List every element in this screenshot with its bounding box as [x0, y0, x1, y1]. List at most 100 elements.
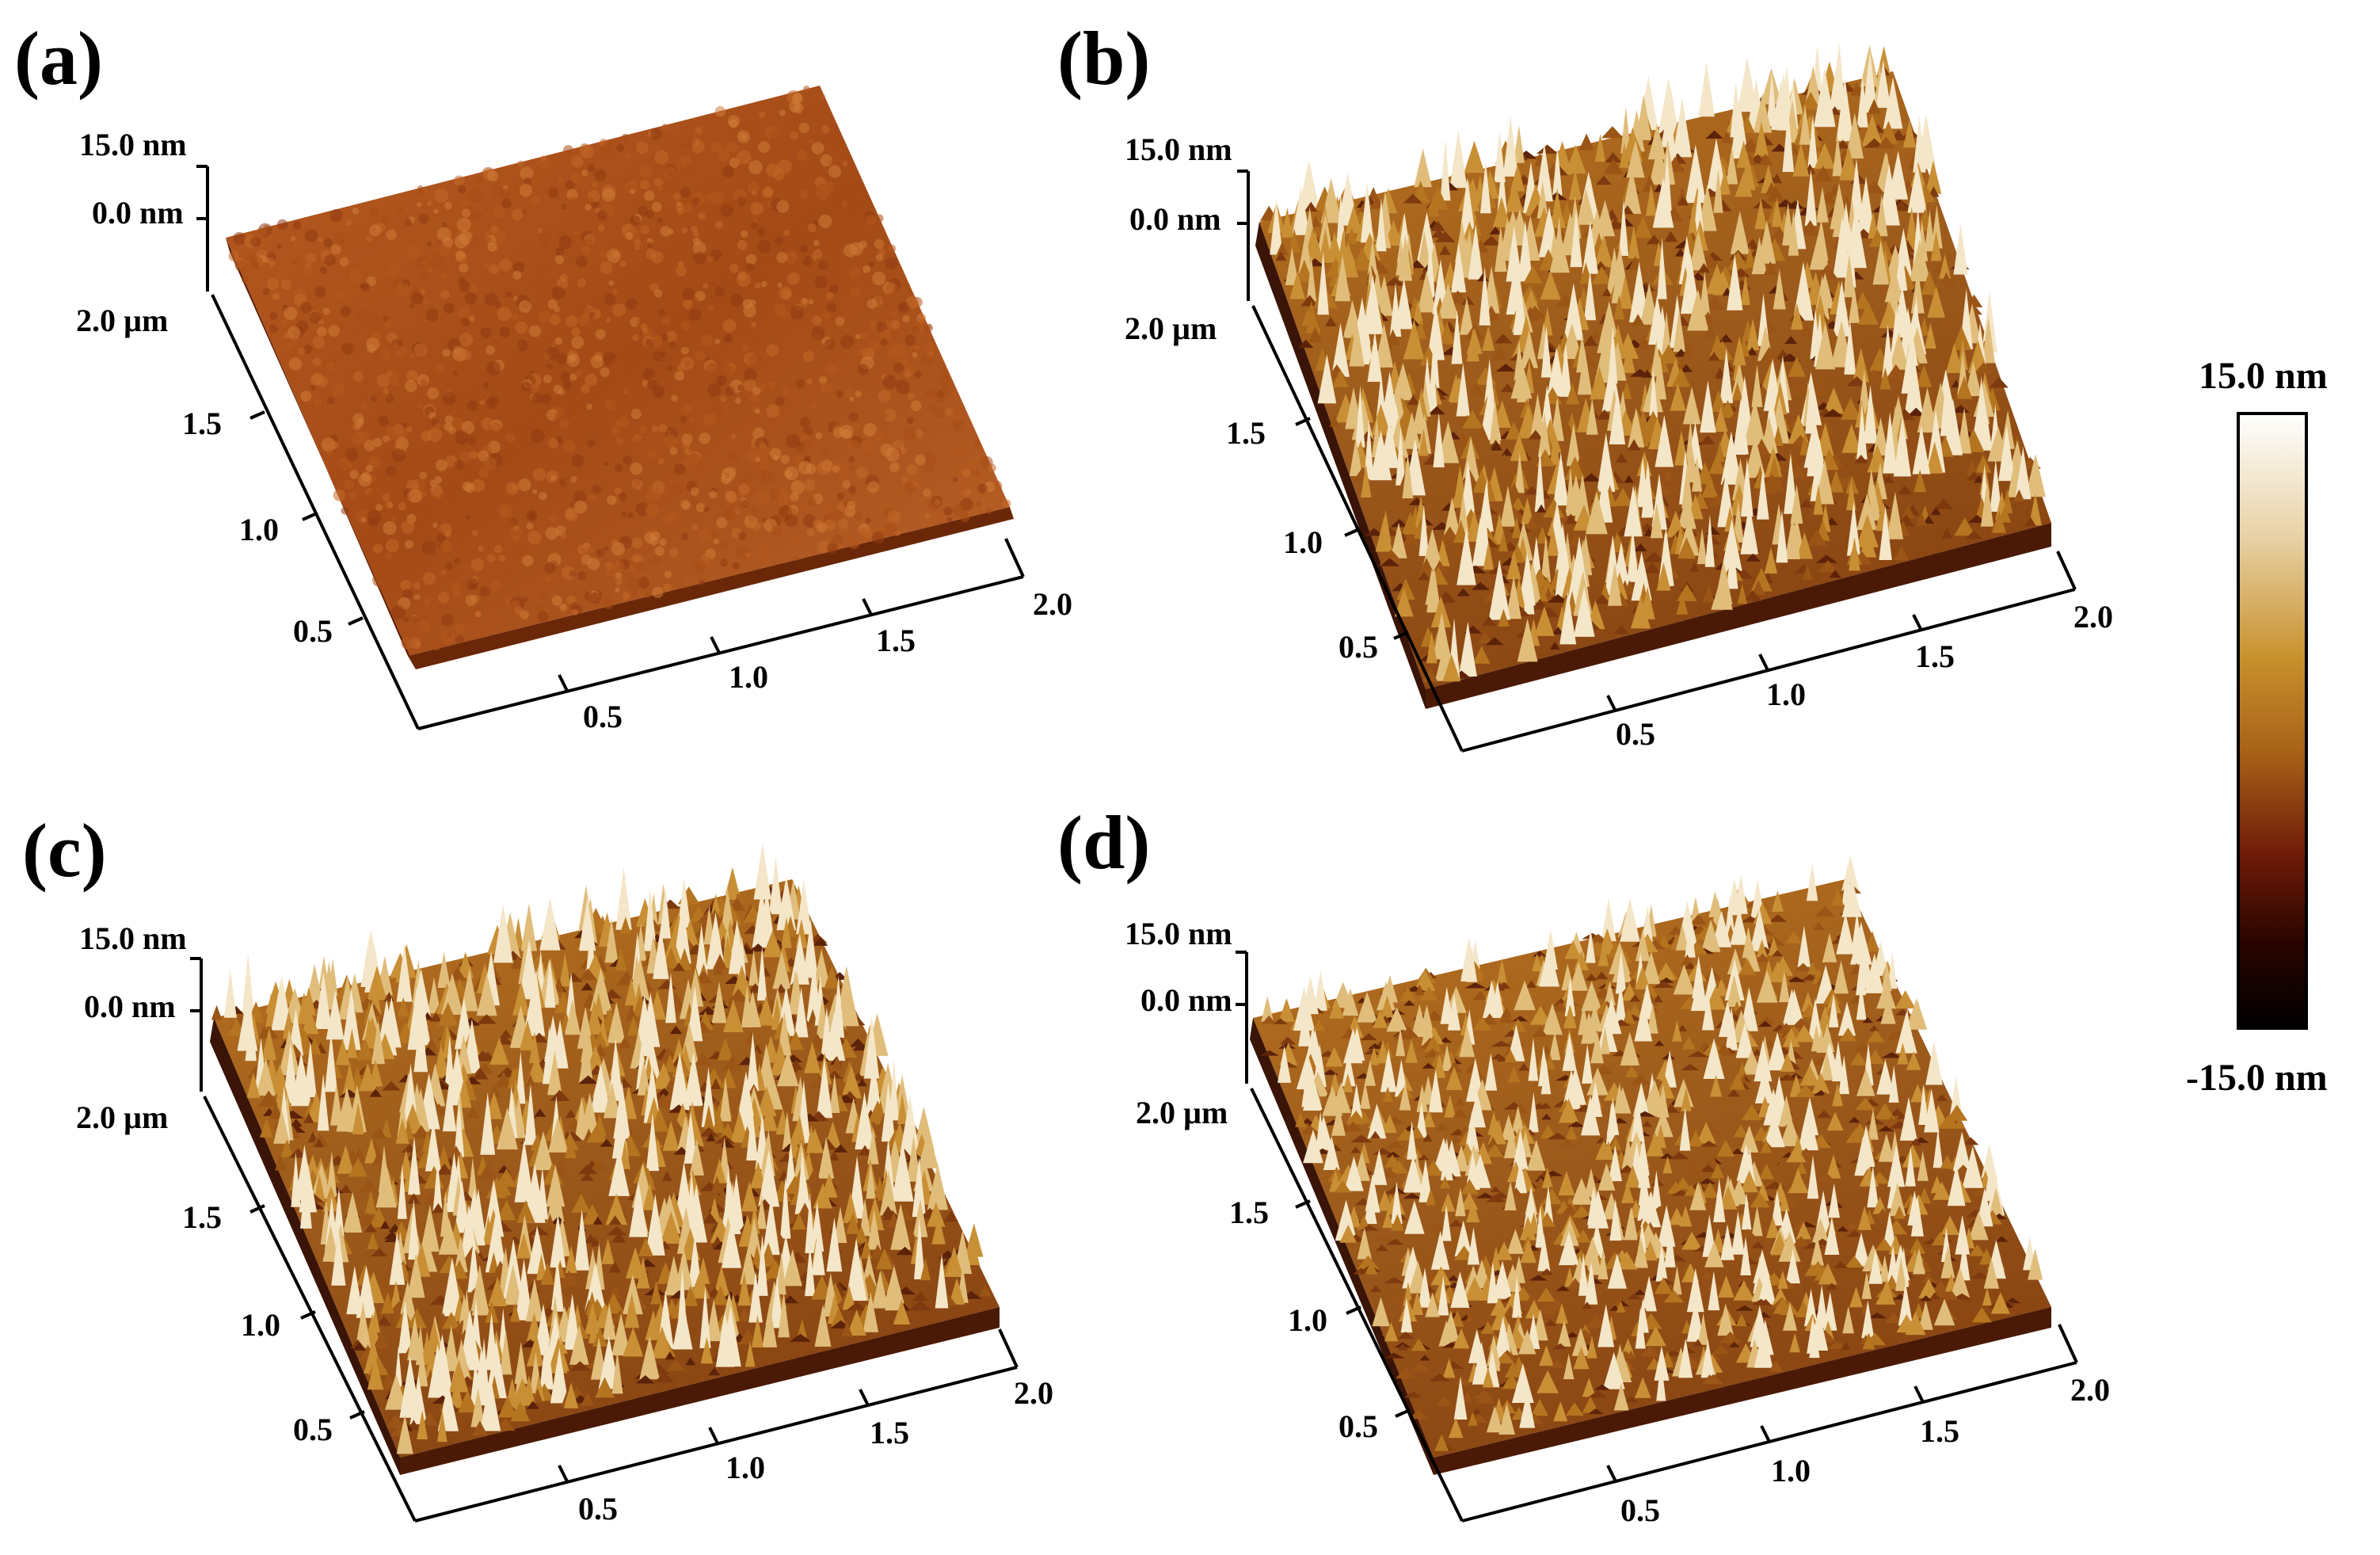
surface-grain: [638, 577, 650, 589]
surface-peak: [1887, 491, 1904, 539]
surface-peak: [1418, 428, 1429, 456]
surface-peak: [1476, 425, 1490, 441]
surface-grain: [691, 497, 699, 505]
surface-peak: [1702, 585, 1716, 603]
x-tick-label: 1.0: [1766, 677, 1806, 712]
surface-peak: [1570, 209, 1582, 268]
surface-grain: [262, 288, 270, 295]
surface-grain: [527, 512, 536, 520]
surface-grain: [699, 432, 710, 444]
surface-texture: [228, 86, 1011, 651]
surface-grain: [790, 131, 798, 140]
surface-peak: [1773, 476, 1784, 492]
surface-peak: [1771, 173, 1783, 184]
surface-peak: [1719, 349, 1734, 403]
surface-grain: [332, 383, 345, 397]
surface-peak: [1491, 442, 1502, 451]
surface-peak: [1523, 265, 1543, 284]
surface-grain: [707, 383, 722, 398]
surface-grain: [440, 630, 455, 644]
surface-grain: [406, 489, 421, 503]
surface-grain: [467, 400, 478, 412]
surface-grain: [570, 476, 577, 483]
surface-grain: [401, 520, 415, 534]
surface-grain: [762, 188, 773, 199]
surface-peak: [1966, 459, 1979, 476]
surface-peak: [1349, 436, 1363, 476]
surface-grain: [426, 200, 432, 207]
surface-grain: [885, 448, 900, 462]
surface-peak: [1542, 307, 1553, 336]
surface-grain: [329, 440, 338, 450]
surface-grain: [421, 540, 436, 555]
surface-grain: [668, 228, 674, 234]
surface-grain: [771, 525, 783, 536]
surface-peak: [1815, 459, 1834, 505]
surface-grain: [573, 500, 588, 514]
surface-peak: [1833, 280, 1851, 337]
surface-grain: [807, 223, 817, 233]
surface-grain: [606, 318, 611, 323]
surface-peak: [1697, 528, 1708, 565]
surface-peak: [1481, 616, 1497, 627]
surface-grain: [586, 403, 593, 410]
x-tick-label: 0.5: [578, 1491, 618, 1526]
surface-peak: [1398, 234, 1413, 281]
surface-peak: [1673, 309, 1685, 353]
surface-grain: [560, 372, 571, 382]
surface-peak: [1764, 547, 1778, 574]
surface-peak: [1270, 200, 1283, 255]
surface-grain: [685, 162, 693, 170]
surface-grain: [809, 261, 818, 271]
surface-peak: [1737, 57, 1757, 112]
surface-grain: [572, 608, 579, 616]
surface-peak: [1506, 576, 1521, 619]
surface-grain: [914, 371, 922, 379]
panel-b: (b) 15.0 nm 0.0 nm 2.0 µm 1.5 1.0 0.5 0.…: [1057, 16, 2113, 753]
surface-grain: [418, 620, 430, 632]
surface-grain: [571, 454, 585, 467]
surface-grain: [645, 505, 658, 517]
surface-peak: [1502, 116, 1518, 177]
surface-grain: [768, 417, 776, 425]
surface-peak: [1964, 530, 1984, 539]
y-tick-label: 0.5: [293, 1412, 333, 1447]
surface-grain: [832, 465, 840, 473]
surface-grain: [581, 245, 592, 256]
surface-peak: [768, 856, 783, 915]
surface-grain: [726, 275, 733, 283]
surface-grain: [666, 495, 673, 503]
surface-grain: [887, 510, 901, 524]
surface-peak: [1952, 326, 1971, 350]
surface-peak: [1426, 303, 1445, 360]
surface-grain: [423, 572, 436, 585]
surface-peak: [1517, 363, 1529, 402]
surface-grain: [494, 301, 502, 308]
surface-grain: [499, 326, 511, 337]
surface-peak: [1735, 171, 1753, 197]
x-tick: [558, 1465, 569, 1482]
surface-grain: [790, 305, 805, 320]
surface-grain: [578, 314, 590, 326]
surface-grain: [572, 424, 586, 439]
surface-peak: [1840, 398, 1861, 420]
surface-grain: [554, 337, 562, 345]
surface-peak: [1681, 253, 1700, 314]
surface-grain: [455, 430, 470, 445]
surface-grain: [875, 214, 884, 223]
surface-peak: [1375, 516, 1393, 552]
surface-grain: [726, 493, 737, 504]
panel-label: (d): [1057, 800, 1150, 885]
surface-peak: [1953, 223, 1968, 275]
surface-peak: [1628, 439, 1640, 451]
x-tick: [1004, 538, 1025, 577]
surface-grain: [723, 333, 733, 343]
surface-grain: [769, 448, 782, 460]
surface-peak: [1998, 425, 2016, 482]
surface-grain: [654, 150, 669, 165]
surface-grain: [863, 273, 871, 282]
surface-grain: [821, 124, 830, 134]
surface-peak: [1974, 362, 1993, 374]
surface-grain: [421, 261, 428, 267]
surface-grain: [591, 201, 600, 209]
